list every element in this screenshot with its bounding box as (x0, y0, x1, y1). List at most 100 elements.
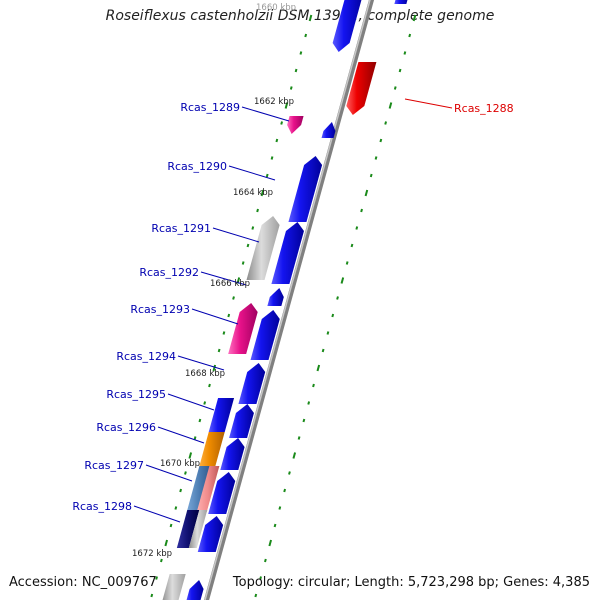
tick-mark (179, 488, 183, 493)
tick-mark (412, 14, 417, 22)
gene-block[interactable] (185, 580, 204, 600)
gene-label[interactable]: Rcas_1296 (96, 421, 156, 434)
gene-block[interactable] (321, 122, 336, 138)
genome-summary: Topology: circular; Length: 5,723,298 bp… (232, 575, 590, 590)
tick-mark (393, 86, 397, 90)
tick-mark (284, 102, 289, 109)
gene-block[interactable] (250, 310, 280, 360)
gene-label-leader (200, 271, 247, 286)
gene-label-leader (228, 165, 276, 181)
gene-block[interactable] (197, 516, 224, 552)
gene-label[interactable]: Rcas_1295 (106, 388, 166, 401)
tick-mark (403, 51, 407, 55)
tick-mark (217, 348, 221, 353)
gene-block[interactable] (228, 303, 258, 354)
kbp-label: 1670 kbp (160, 459, 200, 469)
gene-block[interactable] (346, 62, 377, 115)
genome-backbone (203, 0, 375, 600)
gene-block[interactable] (196, 466, 220, 512)
gene-track (161, 0, 408, 600)
tick-mark (283, 488, 287, 493)
tick-mark (326, 331, 330, 335)
tick-mark (294, 68, 298, 73)
tick-mark (312, 383, 315, 388)
genome-title: Roseiflexus castenholzii DSM 13941, comp… (105, 8, 495, 24)
gene-label[interactable]: Rcas_1289 (180, 101, 240, 114)
gene-block[interactable] (188, 510, 208, 548)
gene-block[interactable] (246, 216, 280, 280)
gene-block[interactable] (394, 0, 408, 4)
tick-mark (408, 33, 412, 38)
kbp-scale: 1660 kbp 1662 kbp 1664 kbp 1666 kbp 1668 kbp… (132, 3, 296, 559)
tick-mark (297, 436, 301, 440)
tick-mark (374, 156, 378, 160)
tick-mark (321, 348, 325, 353)
tick-mark (345, 261, 349, 265)
gene-label-layer: Rcas_1288 Rcas_1289 Rcas_1290 Rcas_1291 Rcas… (72, 98, 514, 523)
gene-label[interactable]: Rcas_1297 (84, 459, 144, 472)
gene-block[interactable] (238, 363, 266, 404)
gene-label-leader (167, 393, 215, 411)
gene-label[interactable]: Rcas_1290 (167, 160, 227, 173)
tick-mark (278, 506, 282, 510)
gene-block[interactable] (208, 398, 235, 432)
tick-mark (299, 51, 303, 55)
tick-mark (273, 523, 277, 528)
tick-mark (289, 86, 293, 90)
gene-block[interactable] (161, 574, 186, 600)
gene-block[interactable] (332, 0, 365, 52)
accession-label: Accession: NC_009767 (9, 575, 157, 590)
tick-mark (280, 121, 284, 125)
tick-mark (227, 313, 231, 318)
tick-mark (355, 226, 359, 230)
tick-mark (169, 523, 173, 528)
gene-label-leader (145, 464, 193, 482)
gene-label-leader (212, 227, 260, 243)
gene-label[interactable]: Rcas_1292 (139, 266, 199, 279)
gene-block[interactable] (271, 222, 304, 284)
gene-block[interactable] (287, 116, 304, 134)
gene-block[interactable] (198, 432, 225, 468)
kbp-label: 1668 kbp (185, 369, 225, 379)
tick-mark (304, 33, 308, 38)
tick-mark (184, 471, 187, 475)
tick-mark (232, 296, 235, 300)
tick-mark (222, 331, 226, 335)
tick-mark (256, 208, 259, 213)
gene-label[interactable]: Rcas_1291 (151, 222, 211, 235)
gene-label[interactable]: Rcas_1298 (72, 500, 132, 513)
tick-mark (379, 138, 383, 143)
tick-mark (350, 243, 354, 248)
tick-mark (174, 506, 178, 510)
tick-mark (388, 102, 393, 109)
tick-mark (369, 173, 373, 178)
gene-label-leader (133, 505, 181, 523)
tick-mark (155, 576, 158, 580)
gene-label[interactable]: Rcas_1294 (116, 350, 176, 363)
gene-label-leader (404, 98, 453, 109)
tick-mark (275, 138, 279, 143)
tick-mark (188, 452, 193, 459)
gene-label-leader (191, 308, 239, 325)
gene-label-leader (157, 426, 205, 444)
tick-mark (150, 593, 154, 598)
gene-label[interactable]: Rcas_1293 (130, 303, 190, 316)
gene-label[interactable]: Rcas_1288 (454, 102, 514, 115)
tick-mark (308, 14, 313, 22)
tick-mark (364, 189, 369, 197)
tick-mark (164, 539, 169, 547)
gene-label-leader (241, 106, 290, 122)
gene-block[interactable] (208, 472, 236, 514)
gene-block[interactable] (176, 510, 200, 548)
tick-mark (288, 471, 291, 475)
tick-mark (251, 226, 255, 230)
tick-mark (193, 436, 197, 440)
tick-mark (384, 121, 388, 125)
tick-mark (307, 401, 311, 405)
gene-block[interactable] (267, 288, 284, 306)
gene-block[interactable] (288, 156, 323, 222)
gene-block[interactable] (220, 438, 245, 470)
kbp-label: 1664 kbp (233, 188, 273, 198)
gene-block[interactable] (229, 404, 254, 438)
